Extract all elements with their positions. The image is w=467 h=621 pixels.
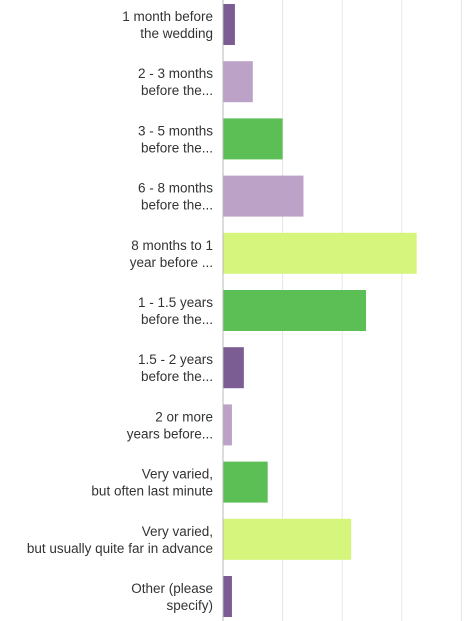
category-label: Very varied, but often last minute bbox=[91, 467, 213, 499]
bar bbox=[223, 175, 304, 217]
bars bbox=[223, 4, 417, 617]
bar bbox=[223, 61, 253, 103]
bar bbox=[223, 4, 235, 45]
category-label: 2 - 3 months before the... bbox=[138, 66, 213, 98]
bar bbox=[223, 461, 268, 503]
bar bbox=[223, 518, 352, 560]
category-label: Very varied, but usually quite far in adv… bbox=[27, 524, 213, 556]
category-label: Other (please specify) bbox=[131, 581, 213, 613]
bar bbox=[223, 232, 417, 274]
category-label: 1 - 1.5 years before the... bbox=[138, 295, 213, 327]
category-label: 8 months to 1 year before ... bbox=[130, 238, 213, 270]
category-label: 6 - 8 months before the... bbox=[138, 181, 213, 213]
category-label: 2 or more years before... bbox=[127, 409, 213, 441]
category-label: 1.5 - 2 years before the... bbox=[138, 352, 213, 384]
bar bbox=[223, 404, 232, 446]
bar bbox=[223, 118, 283, 160]
bar bbox=[223, 290, 367, 331]
bar bbox=[223, 576, 232, 617]
category-labels: 1 month before the wedding 2 - 3 months bef… bbox=[27, 9, 213, 613]
bar bbox=[223, 347, 244, 389]
category-label: 1 month before the wedding bbox=[122, 9, 213, 41]
category-label: 3 - 5 months before the... bbox=[138, 123, 213, 155]
